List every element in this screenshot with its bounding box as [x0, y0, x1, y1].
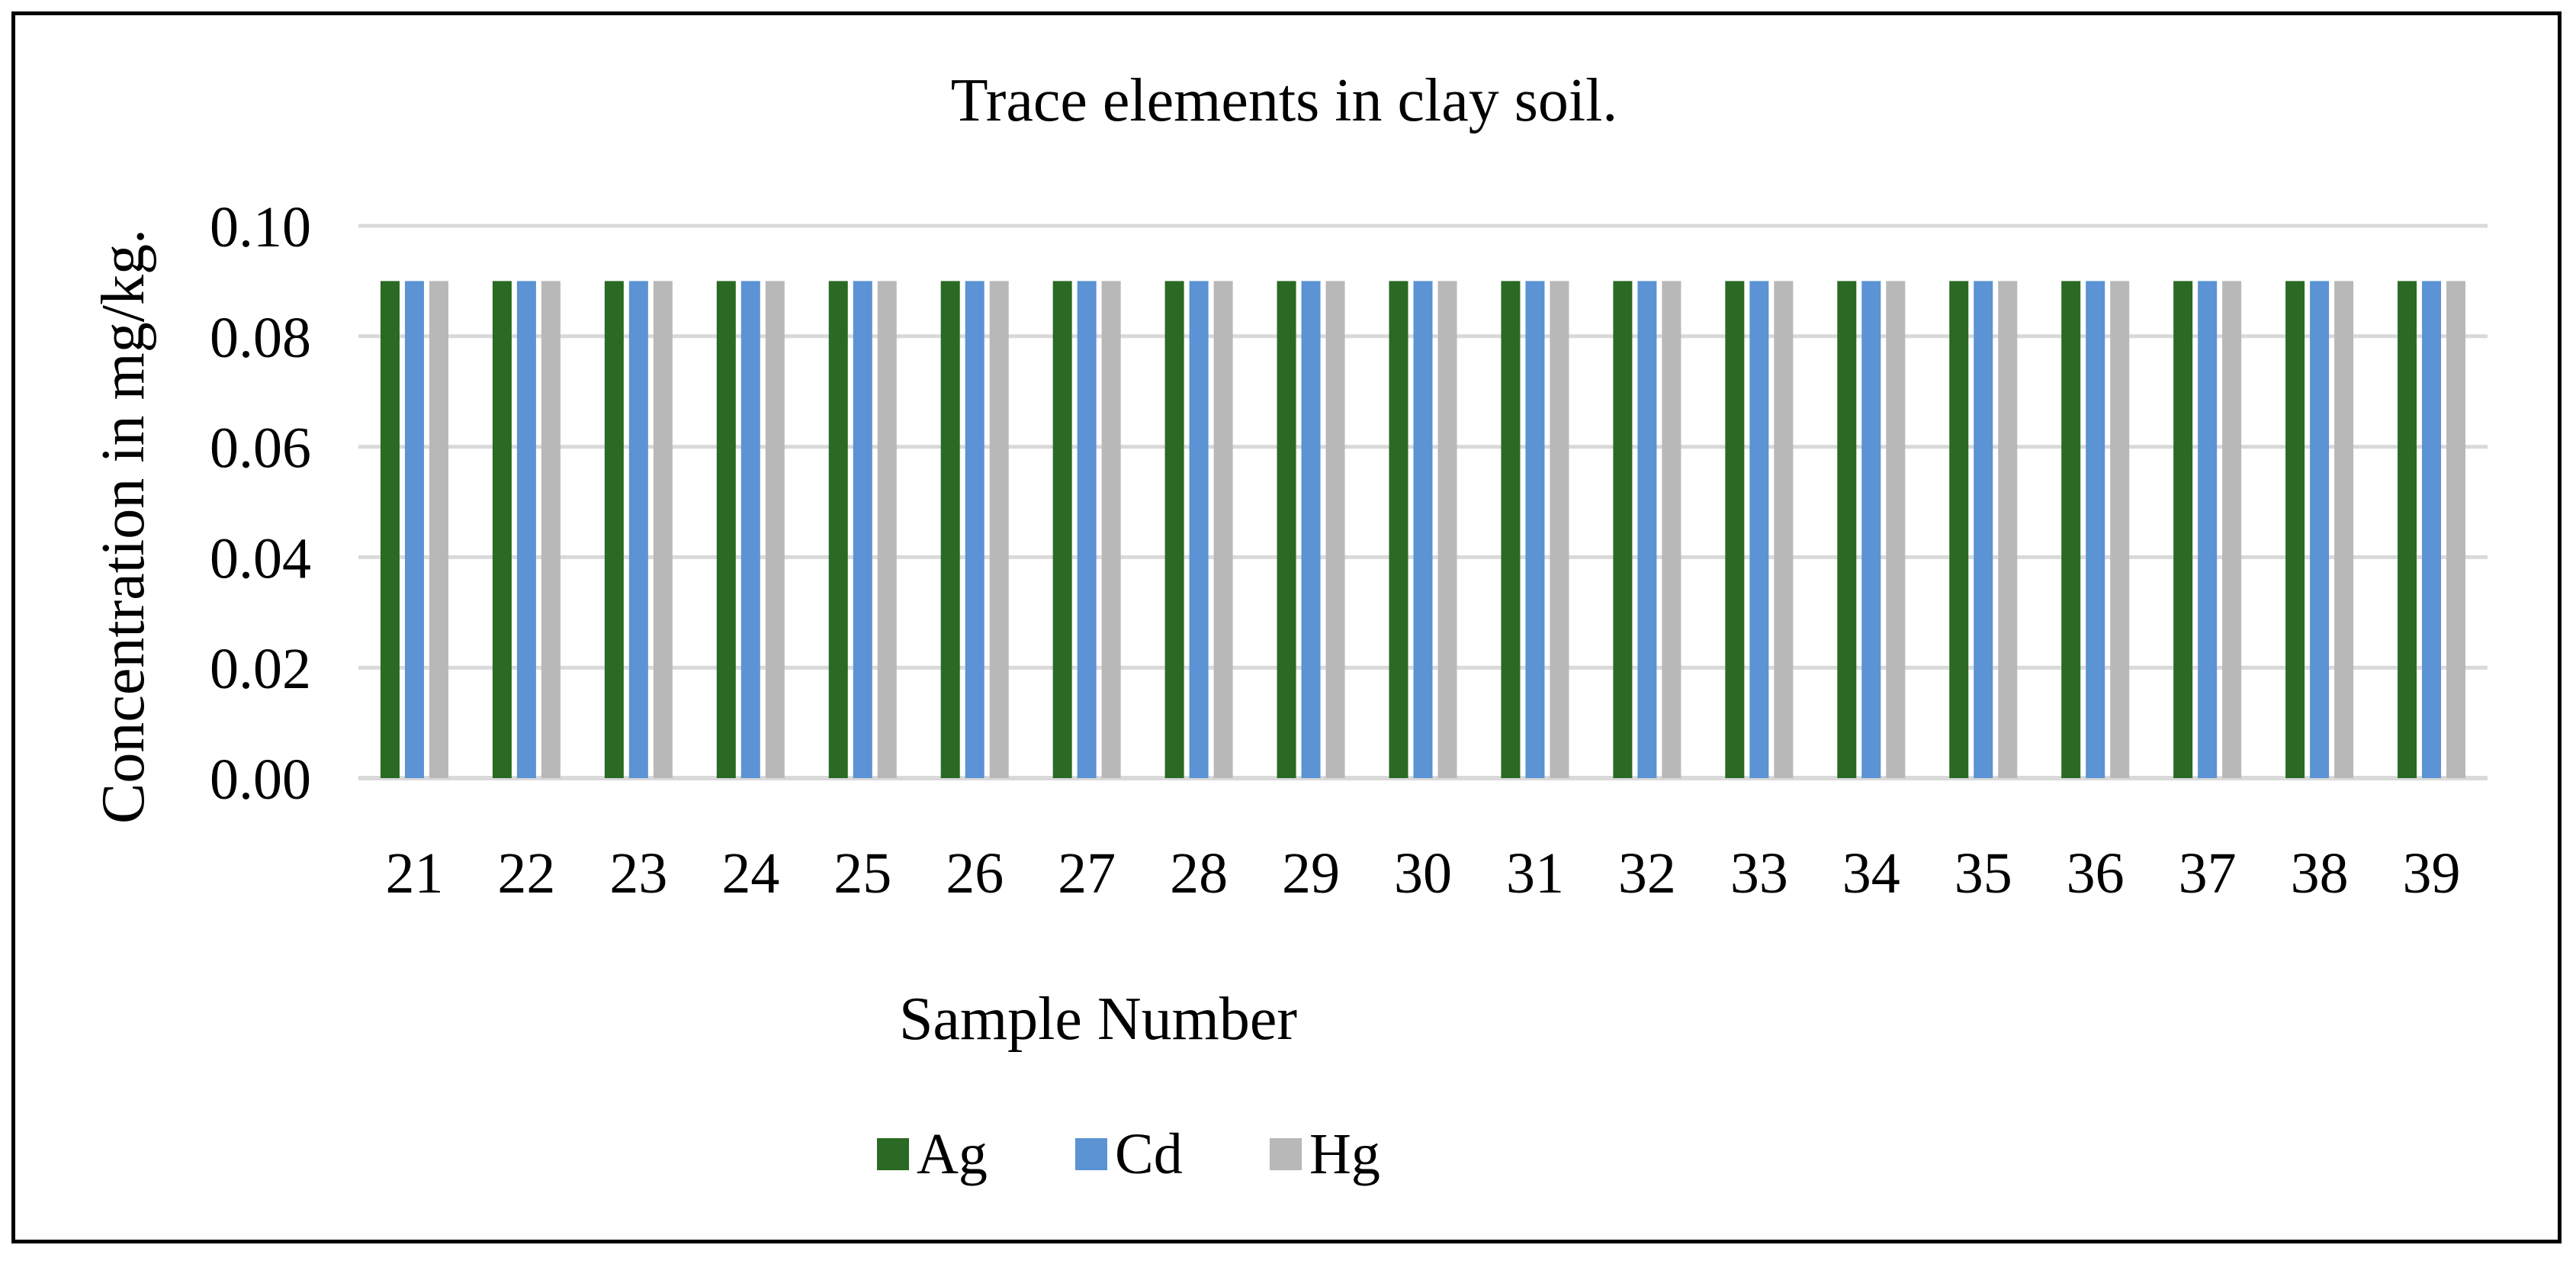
x-tick-label: 38	[2291, 841, 2349, 906]
x-axis-ticks: 21 22 23 24 25 26 27 28 29 30 31 32 33 34 35 36 37 38 39	[385, 841, 2460, 906]
bar-ag	[1725, 281, 1745, 778]
bar-ag	[1501, 281, 1521, 778]
bar-ag	[1837, 281, 1857, 778]
bar-ag	[2285, 281, 2305, 778]
x-tick-label: 29	[1282, 841, 1340, 906]
bar-hg	[1325, 281, 1345, 778]
bar-hg	[653, 281, 673, 778]
bar-cd	[1413, 281, 1433, 778]
bar-cd	[404, 281, 424, 778]
bar-hg	[877, 281, 897, 778]
bar-ag	[716, 281, 736, 778]
x-tick-label: 21	[385, 841, 443, 906]
bar-cd	[965, 281, 984, 778]
bar-cd	[1749, 281, 1769, 778]
legend-label-hg: Hg	[1309, 1122, 1380, 1186]
x-tick-label: 31	[1506, 841, 1564, 906]
bar-ag	[1052, 281, 1072, 778]
bar-cd	[1637, 281, 1657, 778]
y-tick-label: 0.06	[210, 417, 311, 481]
bar-cd	[740, 281, 760, 778]
bar-cd	[1189, 281, 1209, 778]
y-tick-label: 0.02	[210, 637, 311, 701]
bar-hg	[1998, 281, 2018, 778]
bar-hg	[2334, 281, 2354, 778]
bar-hg	[1886, 281, 1906, 778]
bar-hg	[429, 281, 448, 778]
x-tick-label: 33	[1730, 841, 1788, 906]
bar-hg	[765, 281, 785, 778]
bar-cd	[2310, 281, 2330, 778]
x-tick-label: 36	[2067, 841, 2125, 906]
x-tick-label: 26	[946, 841, 1004, 906]
bar-ag	[2173, 281, 2193, 778]
bar-ag	[2398, 281, 2417, 778]
bar-hg	[1550, 281, 1569, 778]
legend-label-cd: Cd	[1115, 1122, 1183, 1186]
bars	[380, 281, 2466, 778]
x-tick-label: 39	[2403, 841, 2461, 906]
chart-title: Trace elements in clay soil.	[951, 67, 1618, 134]
bar-hg	[1774, 281, 1794, 778]
bar-cd	[1301, 281, 1321, 778]
x-tick-label: 25	[834, 841, 891, 906]
bar-ag	[380, 281, 400, 778]
bar-cd	[1974, 281, 1993, 778]
x-axis-label: Sample Number	[899, 986, 1297, 1053]
bar-ag	[604, 281, 624, 778]
bar-cd	[516, 281, 536, 778]
bar-cd	[1861, 281, 1881, 778]
y-axis-ticks: 0.00 0.02 0.04 0.06 0.08 0.10	[210, 195, 311, 812]
legend-swatch-hg	[1270, 1138, 1302, 1170]
legend-swatch-cd	[1075, 1138, 1107, 1170]
bar-hg	[2446, 281, 2466, 778]
bar-hg	[1101, 281, 1121, 778]
x-tick-label: 34	[1842, 841, 1900, 906]
bar-ag	[2061, 281, 2081, 778]
x-tick-label: 27	[1058, 841, 1116, 906]
y-tick-label: 0.04	[210, 526, 311, 590]
x-tick-label: 24	[721, 841, 779, 906]
bar-ag	[1389, 281, 1408, 778]
bar-hg	[1662, 281, 1681, 778]
bar-ag	[1277, 281, 1296, 778]
bar-cd	[2198, 281, 2218, 778]
bar-ag	[1164, 281, 1184, 778]
bar-cd	[2422, 281, 2442, 778]
bar-ag	[492, 281, 512, 778]
x-tick-label: 32	[1618, 841, 1676, 906]
legend-label-ag: Ag	[917, 1122, 988, 1186]
bar-cd	[1077, 281, 1097, 778]
x-tick-label: 28	[1170, 841, 1228, 906]
bar-hg	[541, 281, 560, 778]
y-tick-label: 0.00	[210, 748, 311, 812]
bar-hg	[1437, 281, 1457, 778]
y-tick-label: 0.10	[210, 195, 311, 259]
bar-hg	[2222, 281, 2242, 778]
legend: Ag Cd Hg	[877, 1122, 1380, 1186]
bar-ag	[1949, 281, 1969, 778]
y-axis-label: Concentration in mg/kg.	[90, 229, 157, 824]
bar-cd	[853, 281, 872, 778]
y-tick-label: 0.08	[210, 306, 311, 370]
bar-cd	[2086, 281, 2105, 778]
bar-ag	[940, 281, 960, 778]
x-tick-label: 22	[497, 841, 555, 906]
x-tick-label: 30	[1394, 841, 1452, 906]
bar-hg	[1213, 281, 1233, 778]
bar-ag	[828, 281, 848, 778]
bar-hg	[989, 281, 1009, 778]
legend-swatch-ag	[877, 1138, 909, 1170]
bar-cd	[1525, 281, 1545, 778]
bar-cd	[628, 281, 648, 778]
bar-hg	[2110, 281, 2130, 778]
x-tick-label: 37	[2179, 841, 2237, 906]
bar-ag	[1613, 281, 1633, 778]
x-tick-label: 23	[609, 841, 667, 906]
x-tick-label: 35	[1954, 841, 2012, 906]
